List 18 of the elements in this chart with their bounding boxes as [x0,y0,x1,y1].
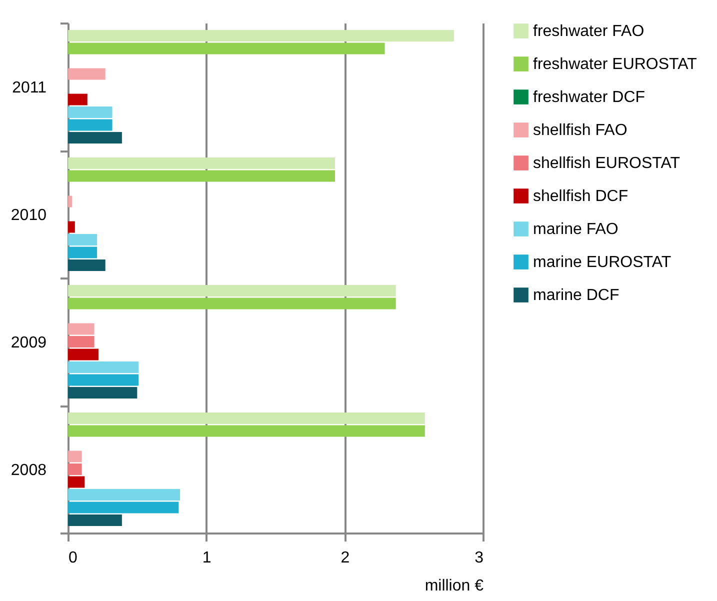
legend-label: shellfish FAO [533,122,628,139]
x-tick-label: 0 [68,550,78,566]
y-tick-label: 2009 [10,334,47,352]
y-tick-label: 2008 [10,462,47,479]
y-tick-label: 2010 [10,206,47,224]
legend-label: marine EUROSTAT [533,254,672,271]
x-tick-label: 3 [474,550,484,566]
legend-label: shellfish EUROSTAT [533,155,680,172]
legend-label: marine DCF [533,287,620,304]
legend-label: marine FAO [533,221,618,238]
legend-label: shellfish DCF [533,188,628,205]
x-axis-title: million € [424,578,484,594]
x-tick-label: 2 [340,550,350,566]
y-tick-label: 2011 [12,79,47,96]
x-tick-label: 1 [202,550,212,566]
legend-label: freshwater FAO [533,23,644,40]
legend-label: freshwater EUROSTAT [533,56,698,73]
legend-label: freshwater DCF [533,89,646,106]
